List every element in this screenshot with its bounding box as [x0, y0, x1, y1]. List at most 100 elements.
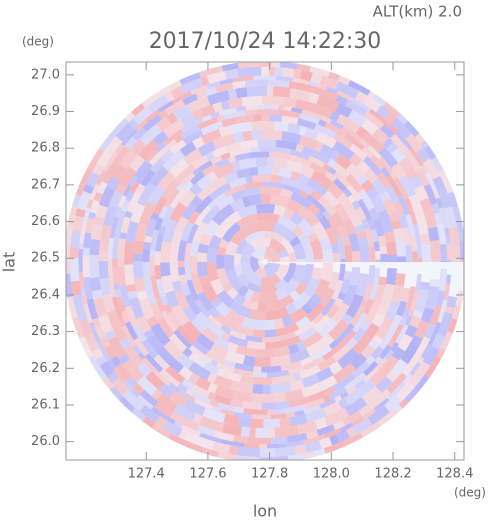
- echo-cell: [289, 307, 308, 324]
- echo-cell: [401, 354, 421, 377]
- echo-cell: [387, 339, 396, 348]
- echo-cell: [141, 338, 159, 359]
- echo-cell: [439, 244, 448, 253]
- echo-cell: [147, 185, 166, 207]
- echo-cell: [363, 110, 385, 130]
- echo-cell: [174, 163, 197, 184]
- echo-cell: [227, 88, 238, 100]
- echo-cell: [165, 366, 186, 384]
- echo-cell: [107, 336, 127, 359]
- echo-cell: [135, 162, 153, 185]
- echo-cell: [455, 290, 464, 306]
- echo-cell: [291, 107, 303, 114]
- echo-cell: [240, 253, 251, 263]
- echo-cell: [304, 127, 319, 140]
- echo-cell: [356, 230, 367, 240]
- echo-cell: [378, 156, 394, 174]
- echo-cell: [440, 251, 448, 261]
- echo-cell: [132, 261, 144, 279]
- echo-cell: [124, 112, 135, 123]
- echo-cell: [251, 130, 262, 141]
- echo-cell: [325, 86, 338, 95]
- echo-cell: [210, 359, 218, 367]
- echo-cell: [385, 370, 399, 383]
- echo-cell: [352, 327, 367, 343]
- echo-cell: [398, 157, 413, 172]
- y-tick-label: 26.8: [31, 141, 60, 156]
- echo-cell: [191, 317, 207, 334]
- echo-cell: [344, 329, 357, 343]
- echo-cell: [375, 316, 394, 340]
- echo-cell: [316, 424, 336, 437]
- echo-cell: [315, 210, 325, 220]
- echo-cell: [235, 238, 249, 255]
- echo-cell: [317, 355, 337, 372]
- echo-cell: [318, 88, 338, 101]
- echo-cell: [421, 243, 432, 262]
- echo-cell: [224, 254, 235, 272]
- echo-cell: [371, 178, 387, 196]
- x-tick-label: 127.4: [128, 467, 165, 482]
- echo-cell: [177, 266, 186, 276]
- echo-cell: [242, 413, 253, 419]
- echo-cell: [248, 309, 267, 321]
- echo-cell: [280, 176, 302, 189]
- echo-cell: [161, 205, 175, 227]
- echo-cell: [235, 222, 257, 241]
- echo-cell: [215, 361, 235, 373]
- echo-cell: [125, 220, 139, 243]
- echo-cell: [139, 201, 156, 226]
- echo-cell: [119, 166, 137, 187]
- echo-cell: [284, 388, 304, 402]
- echo-cell: [337, 291, 347, 301]
- echo-cell: [82, 256, 90, 278]
- echo-cell: [258, 291, 279, 303]
- echo-cell: [343, 271, 352, 281]
- echo-cell: [294, 281, 309, 296]
- echo-cell: [424, 323, 436, 340]
- echo-cell: [91, 162, 105, 176]
- echo-cell: [429, 240, 441, 262]
- echo-cell: [322, 190, 340, 208]
- echo-cell: [221, 331, 231, 341]
- echo-cell: [138, 139, 159, 161]
- echo-cell: [118, 195, 127, 208]
- echo-cell: [230, 234, 243, 246]
- echo-cell: [339, 278, 351, 295]
- echo-cell: [390, 219, 402, 230]
- echo-cell: [371, 397, 381, 407]
- echo-cell: [216, 114, 226, 123]
- echo-cell: [385, 268, 397, 286]
- echo-cell: [256, 213, 280, 224]
- echo-cell: [337, 225, 351, 246]
- echo-cell: [391, 284, 404, 304]
- echo-cell: [292, 77, 302, 84]
- echo-cell: [275, 264, 290, 281]
- echo-cell: [157, 171, 176, 191]
- echo-cell: [314, 141, 324, 153]
- echo-cell: [145, 149, 159, 163]
- echo-cell: [218, 107, 237, 116]
- echo-cell: [120, 310, 130, 324]
- echo-cell: [300, 263, 314, 286]
- echo-cell: [66, 273, 73, 298]
- echo-cell: [213, 162, 235, 179]
- echo-cell: [188, 372, 200, 385]
- echo-cell: [221, 222, 242, 243]
- echo-cell: [237, 204, 258, 219]
- x-axis-label: lon: [253, 502, 277, 521]
- echo-cell: [271, 413, 287, 420]
- echo-cell: [413, 223, 420, 236]
- echo-cell: [199, 160, 213, 172]
- echo-cell: [150, 302, 164, 321]
- echo-cell: [201, 163, 218, 177]
- echo-cell: [274, 67, 284, 77]
- echo-cell: [410, 291, 420, 311]
- echo-cell: [171, 304, 190, 327]
- echo-cell: [368, 207, 380, 221]
- echo-cell: [224, 350, 246, 365]
- echo-cell: [268, 79, 290, 88]
- echo-cell: [249, 237, 272, 251]
- echo-cell: [223, 359, 236, 368]
- echo-cell: [153, 354, 170, 371]
